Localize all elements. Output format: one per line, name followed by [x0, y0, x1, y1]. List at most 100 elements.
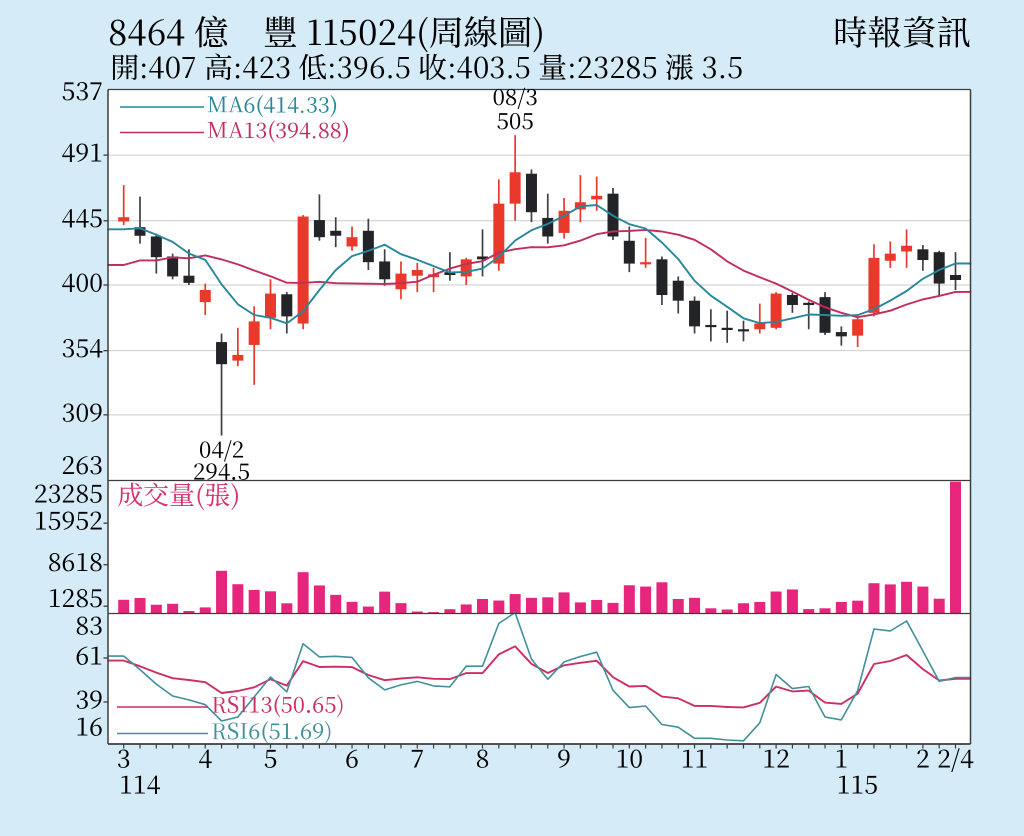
volume-bar [770, 591, 782, 614]
x-axis-month-label: 12 [762, 739, 790, 775]
volume-bar [313, 585, 325, 614]
candle-body [835, 332, 847, 337]
annotation-label: 08/3 [492, 80, 537, 112]
ma6-legend-label: MA6(414.33) [207, 89, 338, 120]
volume-bar [428, 612, 440, 614]
candle-body [330, 230, 342, 236]
volume-bar [281, 603, 293, 614]
y-axis-label: 83 [75, 606, 103, 642]
volume-bar [134, 597, 146, 614]
volume-bar [721, 609, 733, 614]
y-axis-label: 16 [75, 707, 103, 743]
candle-body [264, 293, 276, 318]
y-axis-label: 39 [75, 680, 103, 716]
candle-body [297, 216, 309, 324]
candle-body [933, 252, 945, 284]
candle-body [232, 354, 244, 361]
candle-body [884, 253, 896, 261]
volume-bar [330, 594, 342, 614]
volume-bar [933, 598, 945, 614]
x-axis-month-label: 7 [410, 739, 424, 775]
annotation-value: 505 [496, 104, 533, 136]
volume-bar [558, 592, 570, 614]
ohlc-stats: 開:407 高:423 低:396.5 收:403.5 量:23285 漲 3.5 [110, 51, 750, 83]
x-axis-month-label: 6 [345, 739, 359, 775]
candle-body [346, 237, 358, 247]
volume-bar [950, 481, 962, 614]
candle-body [786, 294, 798, 305]
volume-bar [689, 597, 701, 614]
volume-bar [460, 604, 472, 614]
y-axis-label: 445 [62, 199, 103, 235]
candle-body [248, 321, 260, 345]
page-title: 8464 億 豐 115024(周線圖) [108, 5, 546, 55]
candle-body [411, 270, 423, 276]
x-axis-month-label: 4 [198, 739, 212, 775]
candle-body [509, 172, 521, 204]
candle-body [134, 227, 146, 236]
candle-body [754, 323, 766, 330]
x-axis-month-label: 1 [834, 739, 848, 775]
candle-body [901, 245, 913, 252]
stat-漲: 漲 3.5 [664, 46, 744, 87]
rsi6-line [107, 611, 972, 742]
volume-bar [672, 599, 684, 614]
candle-body [542, 217, 554, 237]
candle-body [868, 257, 880, 313]
candle-body [525, 173, 537, 213]
x-axis-month-label: 8 [476, 739, 490, 775]
candle-body [444, 272, 456, 276]
volume-bar [509, 594, 521, 614]
candle-body [917, 249, 929, 261]
candle-body [281, 294, 293, 317]
candle-body [852, 319, 864, 336]
y-axis-label: 537 [62, 72, 103, 108]
y-axis-label: 354 [62, 329, 104, 365]
candle-body [150, 236, 162, 258]
stat-量: 量:23285 [538, 46, 658, 87]
candle-body [950, 275, 962, 281]
volume-bar [150, 604, 162, 614]
volume-bar [183, 611, 195, 614]
y-axis-label: 263 [62, 446, 103, 482]
volume-bar [591, 599, 603, 614]
volume-bar [786, 589, 798, 614]
candle-body [656, 259, 668, 295]
stat-低: 低:396.5 [298, 46, 412, 87]
candle-body [672, 280, 684, 301]
volume-bar [232, 584, 244, 614]
volume-bar [395, 603, 407, 614]
y-axis-label: 23285 [34, 474, 103, 510]
candle-body [689, 300, 701, 327]
x-axis-month-label: 9 [557, 739, 571, 775]
rsi6-legend-label: RSI6(51.69) [211, 715, 332, 746]
volume-bar [607, 602, 619, 614]
x-axis-month-label: 10 [615, 739, 643, 775]
candle-body [623, 240, 635, 264]
ma13-line [107, 228, 972, 319]
volume-bar [493, 600, 505, 614]
candle-body [460, 259, 472, 277]
stat-高: 高:423 [203, 46, 292, 87]
y-axis-label: 309 [62, 393, 103, 429]
x-axis-month-label: 5 [264, 739, 278, 775]
candle-body [216, 342, 228, 365]
volume-bar [118, 599, 130, 614]
volume-bar [167, 603, 179, 614]
y-axis-label: 8618 [48, 543, 103, 579]
volume-bar [640, 586, 652, 614]
source-label: 時報資訊 [833, 5, 971, 55]
candle-body [770, 293, 782, 328]
volume-bar [444, 609, 456, 614]
volume-bar [852, 600, 864, 614]
candle-body [640, 262, 652, 265]
rsi13-legend-label: RSI13(50.65) [211, 689, 345, 720]
volume-bar [803, 609, 815, 614]
plot-background [108, 89, 971, 744]
candle-body [379, 261, 391, 280]
volume-bar [901, 581, 913, 614]
y-axis-label: 15952 [34, 502, 103, 538]
candle-body [199, 289, 211, 303]
